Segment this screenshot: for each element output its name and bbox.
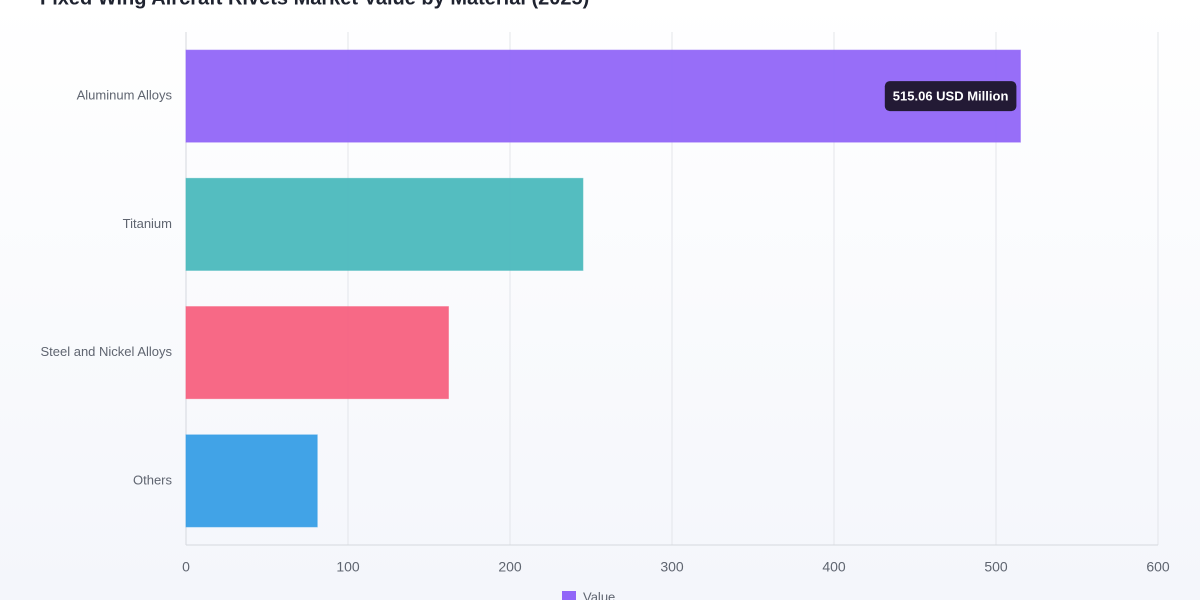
y-tick-label: Titanium: [123, 216, 172, 231]
x-tick-label: 400: [822, 559, 846, 575]
y-tick-label: Others: [133, 472, 173, 487]
bar: [185, 434, 318, 528]
x-tick-label: 500: [984, 559, 1008, 575]
legend-label: Value: [583, 589, 615, 600]
x-tick-label: 0: [182, 559, 190, 575]
x-tick-label: 600: [1146, 559, 1170, 575]
x-tick-label: 200: [498, 559, 522, 575]
bar: [185, 49, 1021, 143]
chart-title: Fixed Wing Aircraft Rivets Market Value …: [40, 0, 589, 9]
tooltip-box: [884, 81, 1017, 112]
x-tick-label: 100: [336, 559, 360, 575]
x-tick-label: 300: [660, 559, 684, 575]
bar: [185, 306, 449, 400]
legend: Value: [562, 589, 615, 600]
bar: [185, 177, 584, 271]
data-label: 515.06 USD Million: [893, 89, 1009, 104]
legend-swatch: [562, 591, 576, 600]
y-tick-label: Aluminum Alloys: [77, 88, 173, 103]
tooltip: 515.06 USD Million: [884, 81, 1017, 112]
y-tick-label: Steel and Nickel Alloys: [40, 344, 172, 359]
